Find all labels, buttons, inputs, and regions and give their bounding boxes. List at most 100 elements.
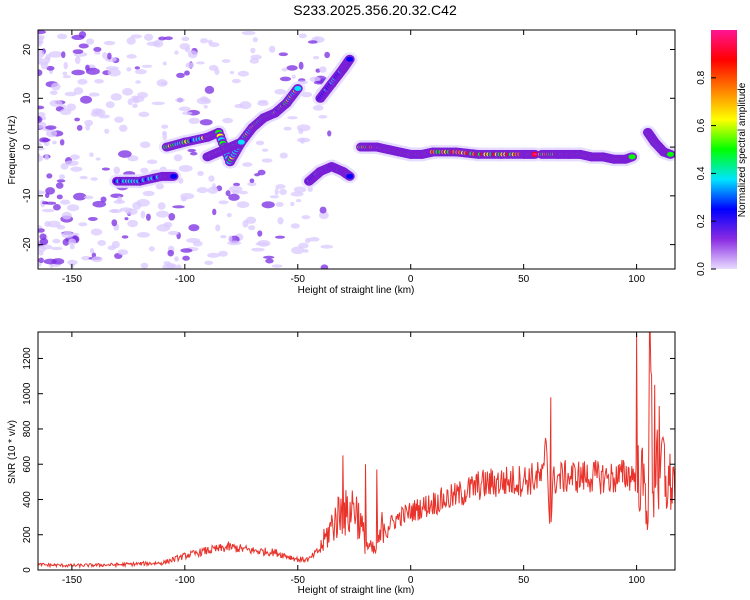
heatmap-cell <box>49 90 58 96</box>
heatmap-cell <box>38 40 44 45</box>
heatmap-cell <box>113 199 126 204</box>
heatmap-cell <box>72 49 84 54</box>
heatmap-cell <box>38 50 45 58</box>
colorbar-tick-label: 0.8 <box>696 70 707 84</box>
snr-y-label: SNR (10 * v/v) <box>7 420 18 484</box>
heatmap-cell <box>269 195 280 199</box>
heatmap-cell <box>188 117 200 124</box>
heatmap-cell <box>63 61 68 70</box>
heatmap-cell <box>218 250 228 257</box>
heatmap-cell <box>251 247 265 252</box>
heatmap-cell <box>261 158 273 163</box>
heatmap-cell <box>44 192 50 198</box>
heatmap-cell <box>180 248 193 253</box>
heatmap-cell <box>114 116 124 123</box>
heatmap-cell <box>346 56 354 62</box>
heatmap-cell <box>56 33 68 40</box>
y-tick-label: 1200 <box>22 347 33 370</box>
heatmap-x-ticks: -150 -100 -50 0 50 100 <box>62 30 645 285</box>
x-tick-label: 50 <box>518 274 530 285</box>
heatmap-cell <box>97 239 107 246</box>
heatmap-cell <box>44 154 49 161</box>
heatmap-cell <box>176 72 185 79</box>
heatmap-cell <box>132 103 138 108</box>
heatmap-cell <box>122 88 134 96</box>
heatmap-cell <box>61 211 72 220</box>
heatmap-cell <box>77 78 88 85</box>
x-tick-label: -100 <box>175 274 195 285</box>
heatmap-cell <box>298 128 304 135</box>
heatmap-cell <box>66 103 77 111</box>
heatmap-cell <box>197 171 204 176</box>
heatmap-cell <box>52 238 61 244</box>
heatmap-cell <box>41 208 55 213</box>
heatmap-cell <box>220 235 227 239</box>
heatmap-cell <box>167 249 174 257</box>
heatmap-cell <box>296 137 311 143</box>
heatmap-cell <box>45 187 56 195</box>
heatmap-cell <box>245 216 257 224</box>
heatmap-cell <box>104 128 110 134</box>
heatmap-cell <box>203 104 208 109</box>
heatmap-cell <box>184 70 190 76</box>
snr-frame <box>37 331 676 571</box>
colorbar-label: Normalized spectral amplitude <box>737 82 748 217</box>
heatmap-cell <box>187 148 197 153</box>
heatmap-cell <box>291 246 305 255</box>
heatmap-cell <box>132 201 142 210</box>
heatmap-cell <box>277 216 284 225</box>
heatmap-cell <box>532 153 538 156</box>
heatmap-cell <box>208 42 220 48</box>
heatmap-cell <box>265 258 274 264</box>
heatmap-cell <box>65 160 79 166</box>
heatmap-cell <box>290 191 304 197</box>
heatmap-cell <box>89 152 94 158</box>
heatmap-cell <box>46 65 55 71</box>
heatmap-cell <box>286 65 298 71</box>
heatmap-cell <box>93 46 102 52</box>
heatmap-cell <box>38 112 46 118</box>
heatmap-cell <box>175 264 182 269</box>
heatmap-cell <box>118 124 128 132</box>
heatmap-cell <box>162 132 168 141</box>
heatmap-cell <box>195 61 205 65</box>
heatmap-cell <box>257 169 266 176</box>
heatmap-cell <box>320 264 329 269</box>
heatmap-cell <box>45 201 57 205</box>
heatmap-cell <box>145 213 151 221</box>
heatmap-cell <box>261 148 269 152</box>
heatmap-cell <box>291 74 296 79</box>
heatmap-cell <box>86 38 95 45</box>
x-tick-label: -50 <box>291 575 306 586</box>
heatmap-cell <box>110 93 122 101</box>
heatmap-cell <box>43 258 57 265</box>
heatmap-cell <box>142 190 155 197</box>
heatmap-cell <box>158 36 167 41</box>
heatmap-cell <box>135 80 141 84</box>
x-tick-label: -50 <box>291 274 306 285</box>
heatmap-cell <box>320 244 334 249</box>
heatmap-cell <box>160 81 168 86</box>
heatmap-cell <box>38 250 44 256</box>
heatmap-cell <box>95 157 101 161</box>
heatmap-cell <box>71 69 85 76</box>
heatmap-cell <box>56 179 66 183</box>
x-tick-label: 0 <box>408 274 414 285</box>
heatmap-cell <box>76 124 83 131</box>
heatmap-cell <box>126 67 132 72</box>
heatmap-cell <box>48 51 63 58</box>
heatmap-cell <box>298 33 307 39</box>
heatmap-cell <box>136 232 150 238</box>
heatmap-cell <box>38 262 42 268</box>
heatmap-cell <box>92 200 107 208</box>
heatmap-cell <box>78 222 88 227</box>
heatmap-cell <box>40 244 53 250</box>
heatmap-cell <box>234 104 244 109</box>
heatmap-cell <box>140 210 146 219</box>
heatmap-cell <box>215 224 221 232</box>
heatmap-cell <box>121 235 129 239</box>
heatmap-cell <box>155 183 164 190</box>
heatmap-cell <box>207 252 220 258</box>
snr-plot-area <box>38 332 675 570</box>
